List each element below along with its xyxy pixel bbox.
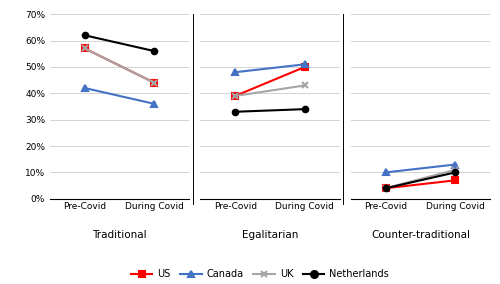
X-axis label: Counter-traditional: Counter-traditional (371, 230, 470, 240)
X-axis label: Traditional: Traditional (92, 230, 147, 240)
Legend: US, Canada, UK, Netherlands: US, Canada, UK, Netherlands (131, 269, 389, 279)
X-axis label: Egalitarian: Egalitarian (242, 230, 298, 240)
